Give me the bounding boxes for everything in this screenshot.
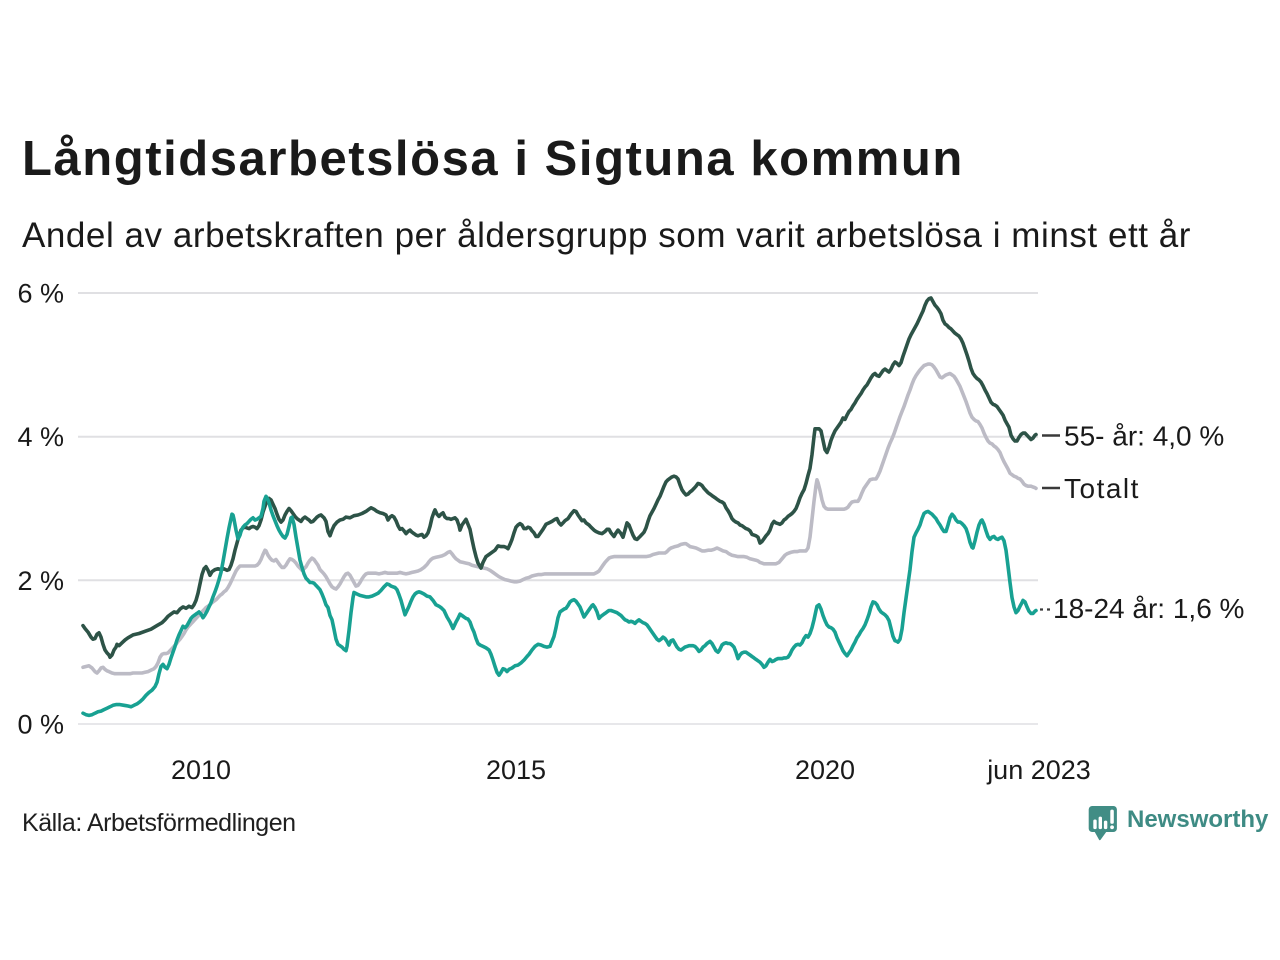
svg-text:jun 2023: jun 2023 [986,755,1091,785]
svg-text:Andel av arbetskraften per åld: Andel av arbetskraften per åldersgrupp s… [22,216,1191,255]
svg-text:Totalt: Totalt [1064,473,1140,504]
svg-text:2020: 2020 [795,755,855,785]
svg-text:0 %: 0 % [17,710,64,740]
svg-text:18-24 år: 1,6 %: 18-24 år: 1,6 % [1053,593,1244,624]
svg-text:4 %: 4 % [17,422,64,452]
svg-text:Källa: Arbetsförmedlingen: Källa: Arbetsförmedlingen [22,809,296,837]
svg-text:2 %: 2 % [17,566,64,596]
svg-text:Långtidsarbetslösa i Sigtuna k: Långtidsarbetslösa i Sigtuna kommun [22,132,964,186]
svg-text:2010: 2010 [171,755,231,785]
svg-text:Newsworthy: Newsworthy [1127,806,1269,833]
svg-text:2015: 2015 [486,755,546,785]
svg-text:6 %: 6 % [17,279,64,309]
svg-text:55- år: 4,0 %: 55- år: 4,0 % [1064,421,1224,452]
